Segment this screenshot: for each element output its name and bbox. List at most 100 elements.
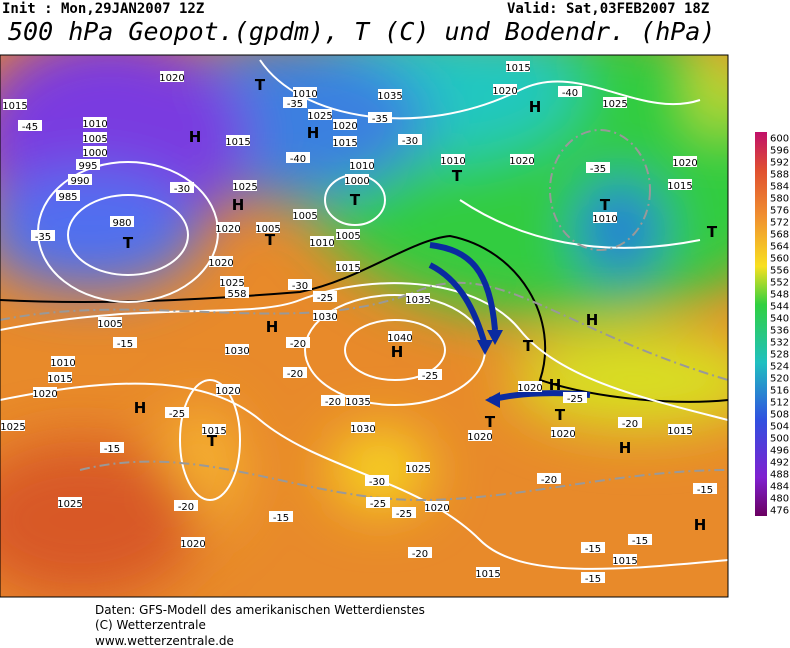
pressure-center: H xyxy=(694,516,707,534)
label-box xyxy=(269,511,293,522)
map-frame xyxy=(0,54,729,598)
contour-label: 1025 xyxy=(57,499,82,510)
label-box xyxy=(378,89,402,100)
label-box xyxy=(76,159,100,170)
label-box xyxy=(586,162,610,173)
label-box xyxy=(673,156,697,167)
label-box xyxy=(110,216,134,227)
contour-label: -20 xyxy=(178,502,194,513)
pressure-center: H xyxy=(619,439,632,457)
label-box xyxy=(160,71,184,82)
label-box xyxy=(225,287,249,298)
contour-label: -15 xyxy=(104,444,120,455)
label-box xyxy=(170,182,194,193)
label-box xyxy=(33,387,57,398)
contour-label: 1020 xyxy=(517,383,542,394)
contour-label: 1020 xyxy=(180,539,205,550)
contour-label: -20 xyxy=(287,369,303,380)
contour-label: 558 xyxy=(227,289,246,300)
contour-label: 1020 xyxy=(332,121,357,132)
contour-label: 1030 xyxy=(350,424,375,435)
colorbar-label: 584 xyxy=(770,182,789,193)
contour-label: 1005 xyxy=(292,211,317,222)
contour-label: -40 xyxy=(562,88,578,99)
label-box xyxy=(366,497,390,508)
contour-label: -15 xyxy=(585,544,601,555)
contour-label: 1010 xyxy=(292,89,317,100)
label-box xyxy=(18,120,42,131)
colorbar-label: 488 xyxy=(770,470,789,481)
label-box xyxy=(398,134,422,145)
contour-label: -25 xyxy=(422,371,438,382)
contour-label: 1020 xyxy=(32,389,57,400)
colorbar-label: 592 xyxy=(770,158,789,169)
contour-label: 1025 xyxy=(0,422,25,433)
label-box xyxy=(408,547,432,558)
contour-label: -20 xyxy=(622,419,638,430)
label-box xyxy=(3,99,27,110)
label-box xyxy=(98,317,122,328)
label-box xyxy=(537,473,561,484)
label-box xyxy=(310,236,334,247)
label-box xyxy=(48,372,72,383)
pressure-center: H xyxy=(266,318,279,336)
label-box xyxy=(468,430,492,441)
label-box xyxy=(68,174,92,185)
label-box xyxy=(392,507,416,518)
colorbar-label: 536 xyxy=(770,326,789,337)
contour-label: 1015 xyxy=(612,556,637,567)
label-box xyxy=(441,154,465,165)
contour-label: -30 xyxy=(292,281,308,292)
label-box xyxy=(563,392,587,403)
label-box xyxy=(293,209,317,220)
colorbar-label: 572 xyxy=(770,218,789,229)
label-box xyxy=(668,424,692,435)
label-box xyxy=(388,331,412,342)
colorbar-label: 476 xyxy=(770,506,789,517)
label-box xyxy=(83,132,107,143)
contour-label: 1025 xyxy=(232,182,257,193)
colorbar-label: 548 xyxy=(770,290,789,301)
contour-label: 1035 xyxy=(405,295,430,306)
contour-label: -40 xyxy=(290,154,306,165)
contour-label: -30 xyxy=(174,184,190,195)
contour-label: -35 xyxy=(287,99,303,110)
colorbar-label: 496 xyxy=(770,446,789,457)
pressure-center: H xyxy=(189,128,202,146)
contour-label: 1015 xyxy=(201,426,226,437)
label-box xyxy=(593,212,617,223)
pressure-center: T xyxy=(350,191,361,209)
contour-label: 1010 xyxy=(82,119,107,130)
colorbar xyxy=(755,132,767,516)
contour-label: 1015 xyxy=(332,138,357,149)
contour-label: 1005 xyxy=(82,134,107,145)
contour-label: 1035 xyxy=(377,91,402,102)
pressure-center: T xyxy=(600,196,611,214)
contour-label: 1010 xyxy=(349,161,374,172)
contour-label: 995 xyxy=(78,161,97,172)
label-box xyxy=(83,117,107,128)
label-box xyxy=(113,337,137,348)
label-box xyxy=(313,291,337,302)
label-box xyxy=(1,420,25,431)
contour-552 xyxy=(0,234,728,403)
label-box xyxy=(365,475,389,486)
pressure-center: T xyxy=(207,432,218,450)
colorbar-label: 556 xyxy=(770,266,789,277)
contour-label: 980 xyxy=(112,218,131,229)
contour-label: -15 xyxy=(117,339,133,350)
contour-label: -20 xyxy=(412,549,428,560)
colorbar-label: 580 xyxy=(770,194,789,205)
contour-label: -25 xyxy=(567,394,583,405)
contour-label: 1015 xyxy=(505,63,530,74)
colorbar-label: 504 xyxy=(770,422,789,433)
contour-label: -15 xyxy=(273,513,289,524)
contour-label: -30 xyxy=(402,136,418,147)
label-box xyxy=(286,337,310,348)
label-box xyxy=(58,497,82,508)
label-box xyxy=(351,422,375,433)
colorbar-label: 600 xyxy=(770,134,789,145)
label-box xyxy=(510,154,534,165)
label-box xyxy=(603,97,627,108)
